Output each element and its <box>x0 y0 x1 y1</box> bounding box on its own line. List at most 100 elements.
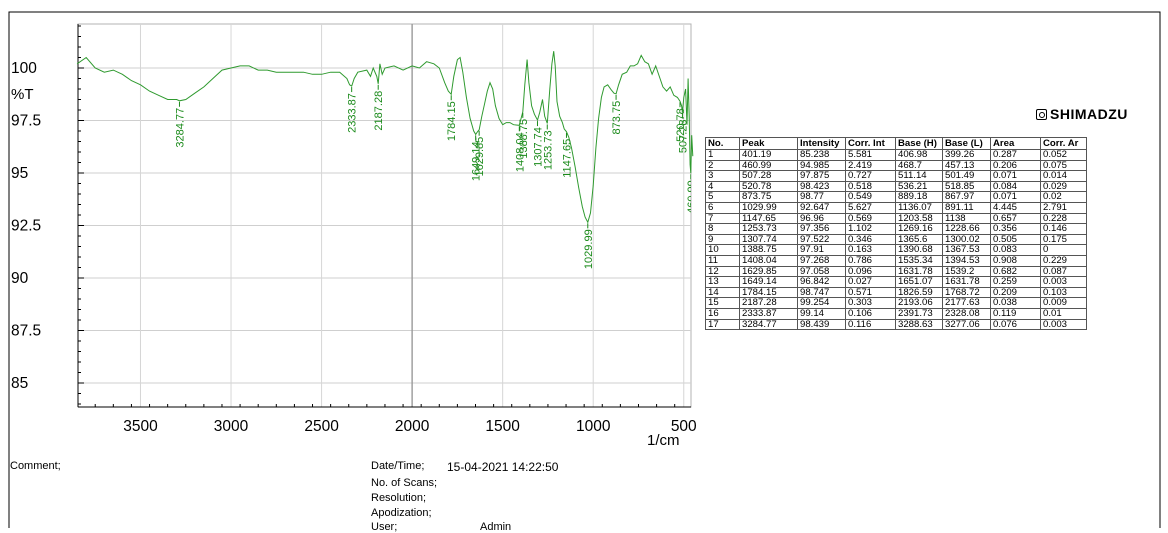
table-cell: 0.003 <box>1040 276 1087 288</box>
table-row: 9 1307.74 97.522 0.346 1365.6 1300.02 0.505 0.1… <box>705 233 1087 246</box>
table-cell: 1390.68 <box>895 244 943 256</box>
table-cell: 0.287 <box>990 149 1041 161</box>
table-cell: 0.786 <box>845 254 896 267</box>
peak-label: 3284.77 <box>175 108 187 148</box>
user-value: Admin <box>480 521 512 533</box>
table-cell: 1367.53 <box>942 244 991 256</box>
table-cell: 0.163 <box>845 244 896 256</box>
table-cell: 99.14 <box>797 307 846 320</box>
table-cell: 1228.66 <box>942 223 991 235</box>
peak-table-column-header: Corr. Ar <box>1040 137 1087 150</box>
table-cell: 1539.2 <box>942 265 991 278</box>
y-tick-label: 85 <box>11 375 28 392</box>
peak-label: 1629.85 <box>474 137 486 177</box>
table-cell: 0.071 <box>990 170 1041 182</box>
y-tick-label: 90 <box>11 270 29 287</box>
table-cell: 0.083 <box>990 244 1041 256</box>
table-cell: 468.7 <box>895 159 943 172</box>
table-cell: 12 <box>705 265 740 278</box>
table-cell: 520.78 <box>739 180 798 193</box>
y-tick-label: 100 <box>11 60 37 77</box>
table-cell: 2391.73 <box>895 307 943 320</box>
plot-area <box>77 23 692 408</box>
table-cell: 0.003 <box>1040 318 1087 331</box>
table-cell: 98.77 <box>797 191 846 203</box>
table-cell: 0.505 <box>990 233 1041 246</box>
datetime-value: 15-04-2021 14:22:50 <box>447 460 559 474</box>
table-cell: 0.908 <box>990 254 1041 267</box>
table-cell: 1784.15 <box>739 286 798 299</box>
table-cell: 2.791 <box>1040 201 1087 214</box>
table-cell: 0.175 <box>1040 233 1087 246</box>
apodization-label: Apodization; <box>371 507 432 519</box>
peak-table-column-header: No. <box>705 137 740 150</box>
table-cell: 873.75 <box>739 191 798 203</box>
table-cell: 15 <box>705 297 740 309</box>
table-cell: 1.102 <box>845 223 896 235</box>
table-cell: 1629.85 <box>739 265 798 278</box>
table-cell: 0.103 <box>1040 286 1087 299</box>
peak-table-column-header: Area <box>990 137 1041 150</box>
table-cell: 1365.6 <box>895 233 943 246</box>
table-cell: 406.98 <box>895 149 943 161</box>
table-cell: 3 <box>705 170 740 182</box>
peak-label: 1147.65 <box>562 139 574 178</box>
table-cell: 0.096 <box>845 265 896 278</box>
table-row: 6 1029.99 92.647 5.627 1136.07 891.11 4.445 2.7… <box>705 201 1087 214</box>
table-cell: 536.21 <box>895 180 943 193</box>
table-cell: 0.116 <box>845 318 896 331</box>
table-cell: 1300.02 <box>942 233 991 246</box>
datetime-label: Date/Time; <box>371 460 425 472</box>
table-cell: 14 <box>705 286 740 299</box>
table-cell: 2193.06 <box>895 297 943 309</box>
table-cell: 97.875 <box>797 170 846 182</box>
table-cell: 0.657 <box>990 212 1041 225</box>
peak-table-column-header: Base (L) <box>942 137 991 150</box>
table-cell: 0.228 <box>1040 212 1087 225</box>
peak-table-column-header: Intensity <box>797 137 846 150</box>
table-cell: 8 <box>705 223 740 235</box>
table-cell: 0.084 <box>990 180 1041 193</box>
table-row: 14 1784.15 98.747 0.571 1826.59 1768.72 0.209 0… <box>705 286 1087 299</box>
table-cell: 1136.07 <box>895 201 943 214</box>
table-cell: 97.356 <box>797 223 846 235</box>
table-cell: 2328.08 <box>942 307 991 320</box>
table-cell: 518.85 <box>942 180 991 193</box>
table-cell: 0.071 <box>990 191 1041 203</box>
table-cell: 17 <box>705 318 740 331</box>
scans-label: No. of Scans; <box>371 477 438 489</box>
table-cell: 0.146 <box>1040 223 1087 235</box>
peak-label: 1307.74 <box>533 127 545 167</box>
table-cell: 1269.16 <box>895 223 943 235</box>
table-cell: 1388.75 <box>739 244 798 256</box>
peak-table-column-header: Corr. Int <box>845 137 896 150</box>
peak-label: 1784.15 <box>446 101 458 141</box>
table-cell: 0.549 <box>845 191 896 203</box>
table-cell: 5 <box>705 191 740 203</box>
y-tick-label: 95 <box>11 165 28 182</box>
table-cell: 3277.06 <box>942 318 991 331</box>
peak-label: 873.75 <box>611 101 623 135</box>
table-cell: 0.01 <box>1040 307 1087 320</box>
table-row: 15 2187.28 99.254 0.303 2193.06 2177.63 0.038 0… <box>705 297 1087 309</box>
y-tick-labels: 85 87.5 90 92.5 95 97.5 100 <box>11 60 41 392</box>
table-cell: 0.569 <box>845 212 896 225</box>
peak-table-column-header: Base (H) <box>895 137 943 150</box>
plot-frame <box>8 11 1161 528</box>
peak-label: 1029.99 <box>583 229 595 269</box>
table-row: 7 1147.65 96.96 0.569 1203.58 1138 0.657 0.228 <box>705 212 1087 225</box>
table-cell: 92.647 <box>797 201 846 214</box>
table-cell: 97.058 <box>797 265 846 278</box>
table-cell: 1394.53 <box>942 254 991 267</box>
table-cell: 1138 <box>942 212 991 225</box>
table-cell: 1203.58 <box>895 212 943 225</box>
table-cell: 0.119 <box>990 307 1041 320</box>
x-tick-label: 500 <box>671 418 697 435</box>
table-cell: 2333.87 <box>739 307 798 320</box>
table-cell: 1253.73 <box>739 223 798 235</box>
table-cell: 0.206 <box>990 159 1041 172</box>
table-cell: 0.518 <box>845 180 896 193</box>
x-tick-labels: 3500 3000 2500 2000 1500 1000 500 <box>123 418 697 435</box>
table-row: 1 401.19 85.238 5.581 406.98 399.26 0.287 0.052 <box>705 149 1087 161</box>
